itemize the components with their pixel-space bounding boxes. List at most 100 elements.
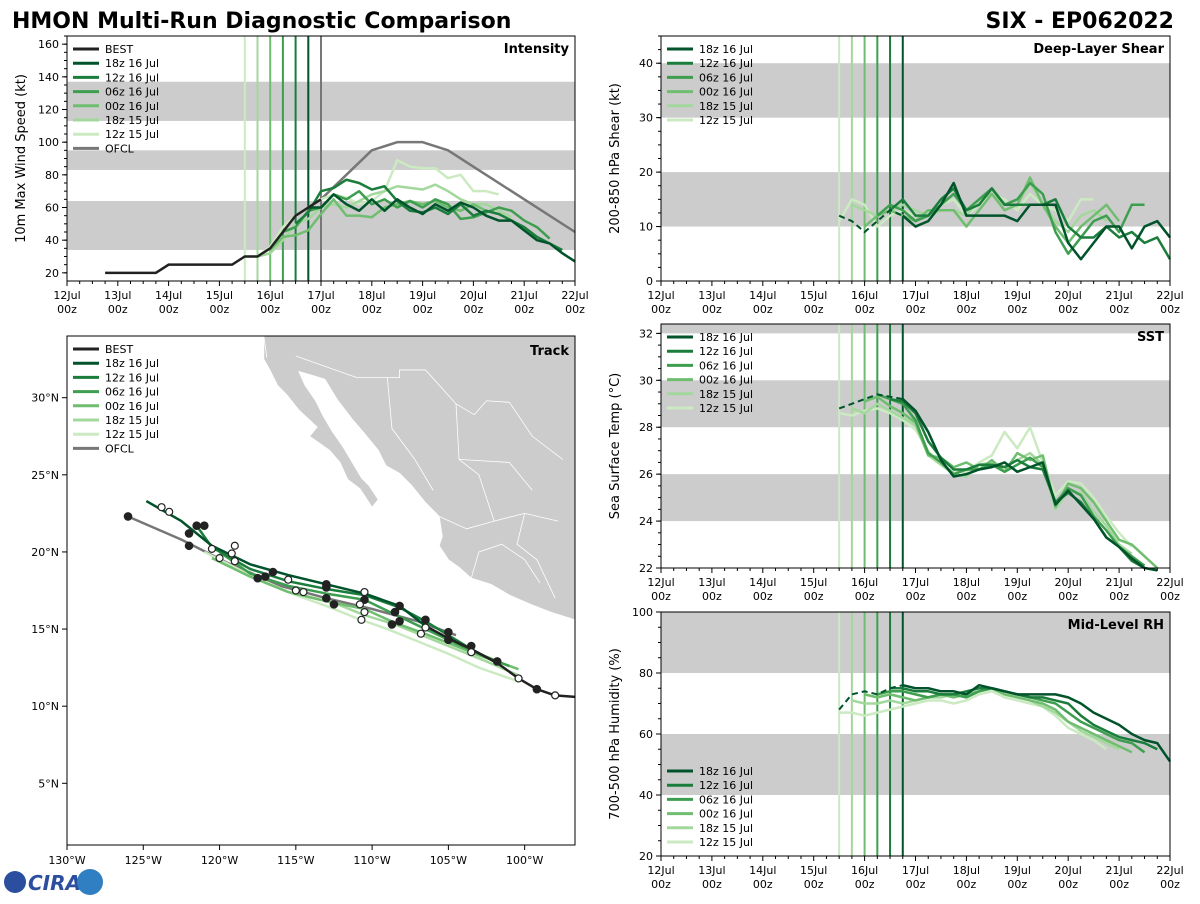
x-tick-day: 15Jul <box>800 576 827 589</box>
track-marker-open <box>215 554 224 563</box>
x-tick-day: 18Jul <box>953 289 980 302</box>
x-tick-day: 22Jul <box>1156 864 1183 877</box>
x-tick-hour: 00z <box>57 303 77 316</box>
x-tick-day: 21Jul <box>1105 864 1132 877</box>
legend-label-best: BEST <box>105 43 133 56</box>
lat-tick-label: 5°N <box>38 777 59 790</box>
x-tick-hour: 00z <box>311 303 331 316</box>
track-lines <box>123 499 575 700</box>
y-tick-label: 40 <box>639 789 653 802</box>
series-00z-16-jul <box>864 687 1133 754</box>
x-tick-day: 20Jul <box>1055 289 1082 302</box>
y-tick-label: 140 <box>38 71 59 84</box>
series-06z-16-jul <box>876 181 1145 256</box>
y-tick-label: 10 <box>639 221 653 234</box>
panel-intensity: 2040608010012014016012Jul00z13Jul00z14Ju… <box>14 35 589 316</box>
x-tick-day: 17Jul <box>902 289 929 302</box>
y-tick-label: 80 <box>639 667 653 680</box>
x-tick-day: 17Jul <box>902 864 929 877</box>
x-tick-hour: 00z <box>906 303 926 316</box>
x-tick-day: 19Jul <box>409 289 436 302</box>
legend-label-06z-16-jul: 06z 16 Jul <box>105 86 159 99</box>
panel-rh: 2040608010012Jul00z13Jul00z14Jul00z15Jul… <box>608 606 1184 891</box>
legend-label-12z-16-jul: 12z 16 Jul <box>105 371 159 384</box>
lon-tick-label: 110°W <box>353 854 390 867</box>
track-marker-open <box>514 674 523 683</box>
x-tick-day: 22Jul <box>1156 576 1183 589</box>
track-marker-filled <box>322 580 331 589</box>
x-tick-day: 18Jul <box>953 864 980 877</box>
x-tick-hour: 00z <box>651 878 671 891</box>
x-tick-day: 14Jul <box>749 289 776 302</box>
track-marker-filled <box>322 593 331 603</box>
track-marker-open <box>284 575 293 584</box>
track-marker-open <box>165 507 174 516</box>
state-border <box>470 543 541 584</box>
lon-tick-label: 105°W <box>430 854 467 867</box>
x-tick-hour: 00z <box>1109 878 1129 891</box>
x-tick-hour: 00z <box>804 590 824 603</box>
track-marker-open <box>355 600 365 609</box>
x-tick-day: 14Jul <box>749 864 776 877</box>
x-tick-day: 12Jul <box>647 289 674 302</box>
panel-shear: 01020304012Jul00z13Jul00z14Jul00z15Jul00… <box>608 35 1184 316</box>
legend-label-18z-15-jul: 18z 15 Jul <box>699 388 753 401</box>
track-00z-16-jul <box>211 556 519 671</box>
legend-label-12z-16-jul: 12z 16 Jul <box>699 345 753 358</box>
x-tick-hour: 00z <box>906 590 926 603</box>
y-tick-label: 80 <box>45 169 59 182</box>
lon-tick-label: 115°W <box>277 854 314 867</box>
lat-tick-label: 30°N <box>31 392 59 405</box>
legend-label-ofcl: OFCL <box>105 142 135 155</box>
track-marker-open <box>230 541 239 550</box>
track-marker-filled <box>261 572 270 581</box>
x-tick-hour: 00z <box>565 303 585 316</box>
legend-label-18z-16-jul: 18z 16 Jul <box>105 357 159 370</box>
track-marker-open <box>551 691 560 700</box>
x-tick-day: 13Jul <box>698 576 725 589</box>
plot-frame <box>66 335 576 846</box>
y-tick-label: 30 <box>639 112 653 125</box>
state-border <box>516 513 556 599</box>
series-best <box>838 209 904 234</box>
track-marker-open <box>207 544 217 553</box>
x-tick-hour: 00z <box>702 590 722 603</box>
x-tick-hour: 00z <box>753 590 773 603</box>
y-tick-label: 0 <box>646 275 653 288</box>
state-border <box>439 512 559 530</box>
legend-label-06z-16-jul: 06z 16 Jul <box>699 71 753 84</box>
track-marker-filled <box>532 684 542 694</box>
legend-label-ofcl: OFCL <box>105 442 135 455</box>
noaa-logo-icon <box>77 869 103 895</box>
x-tick-day: 21Jul <box>511 289 538 302</box>
legend-label-12z-15-jul: 12z 15 Jul <box>699 836 753 849</box>
series-best <box>838 393 903 410</box>
legend-label-00z-16-jul: 00z 16 Jul <box>105 400 159 413</box>
x-tick-hour: 00z <box>514 303 534 316</box>
x-tick-day: 22Jul <box>561 289 588 302</box>
track-marker-filled <box>329 600 339 609</box>
track-marker-open <box>360 587 369 597</box>
lon-tick-label: 100°W <box>506 854 543 867</box>
y-tick-label: 22 <box>639 562 653 575</box>
x-tick-hour: 00z <box>651 590 671 603</box>
series-00z-16-jul <box>863 176 1121 245</box>
legend-label-00z-16-jul: 00z 16 Jul <box>699 374 753 387</box>
x-tick-hour: 00z <box>855 303 875 316</box>
x-tick-day: 19Jul <box>1004 864 1031 877</box>
shaded-band <box>661 734 1170 795</box>
track-marker-filled <box>123 512 133 521</box>
series-best <box>838 684 904 711</box>
state-border <box>263 336 268 358</box>
x-tick-hour: 00z <box>753 303 773 316</box>
x-tick-day: 20Jul <box>460 289 487 302</box>
y-tick-label: 26 <box>639 468 653 481</box>
cira-logo-text: CIRA <box>28 871 81 895</box>
x-tick-hour: 00z <box>855 878 875 891</box>
track-marker-filled <box>421 615 430 625</box>
state-border <box>459 458 533 491</box>
y-tick-label: 40 <box>639 57 653 70</box>
y-tick-label: 20 <box>45 267 59 280</box>
x-tick-day: 16Jul <box>851 864 878 877</box>
lon-tick-label: 130°W <box>48 854 85 867</box>
